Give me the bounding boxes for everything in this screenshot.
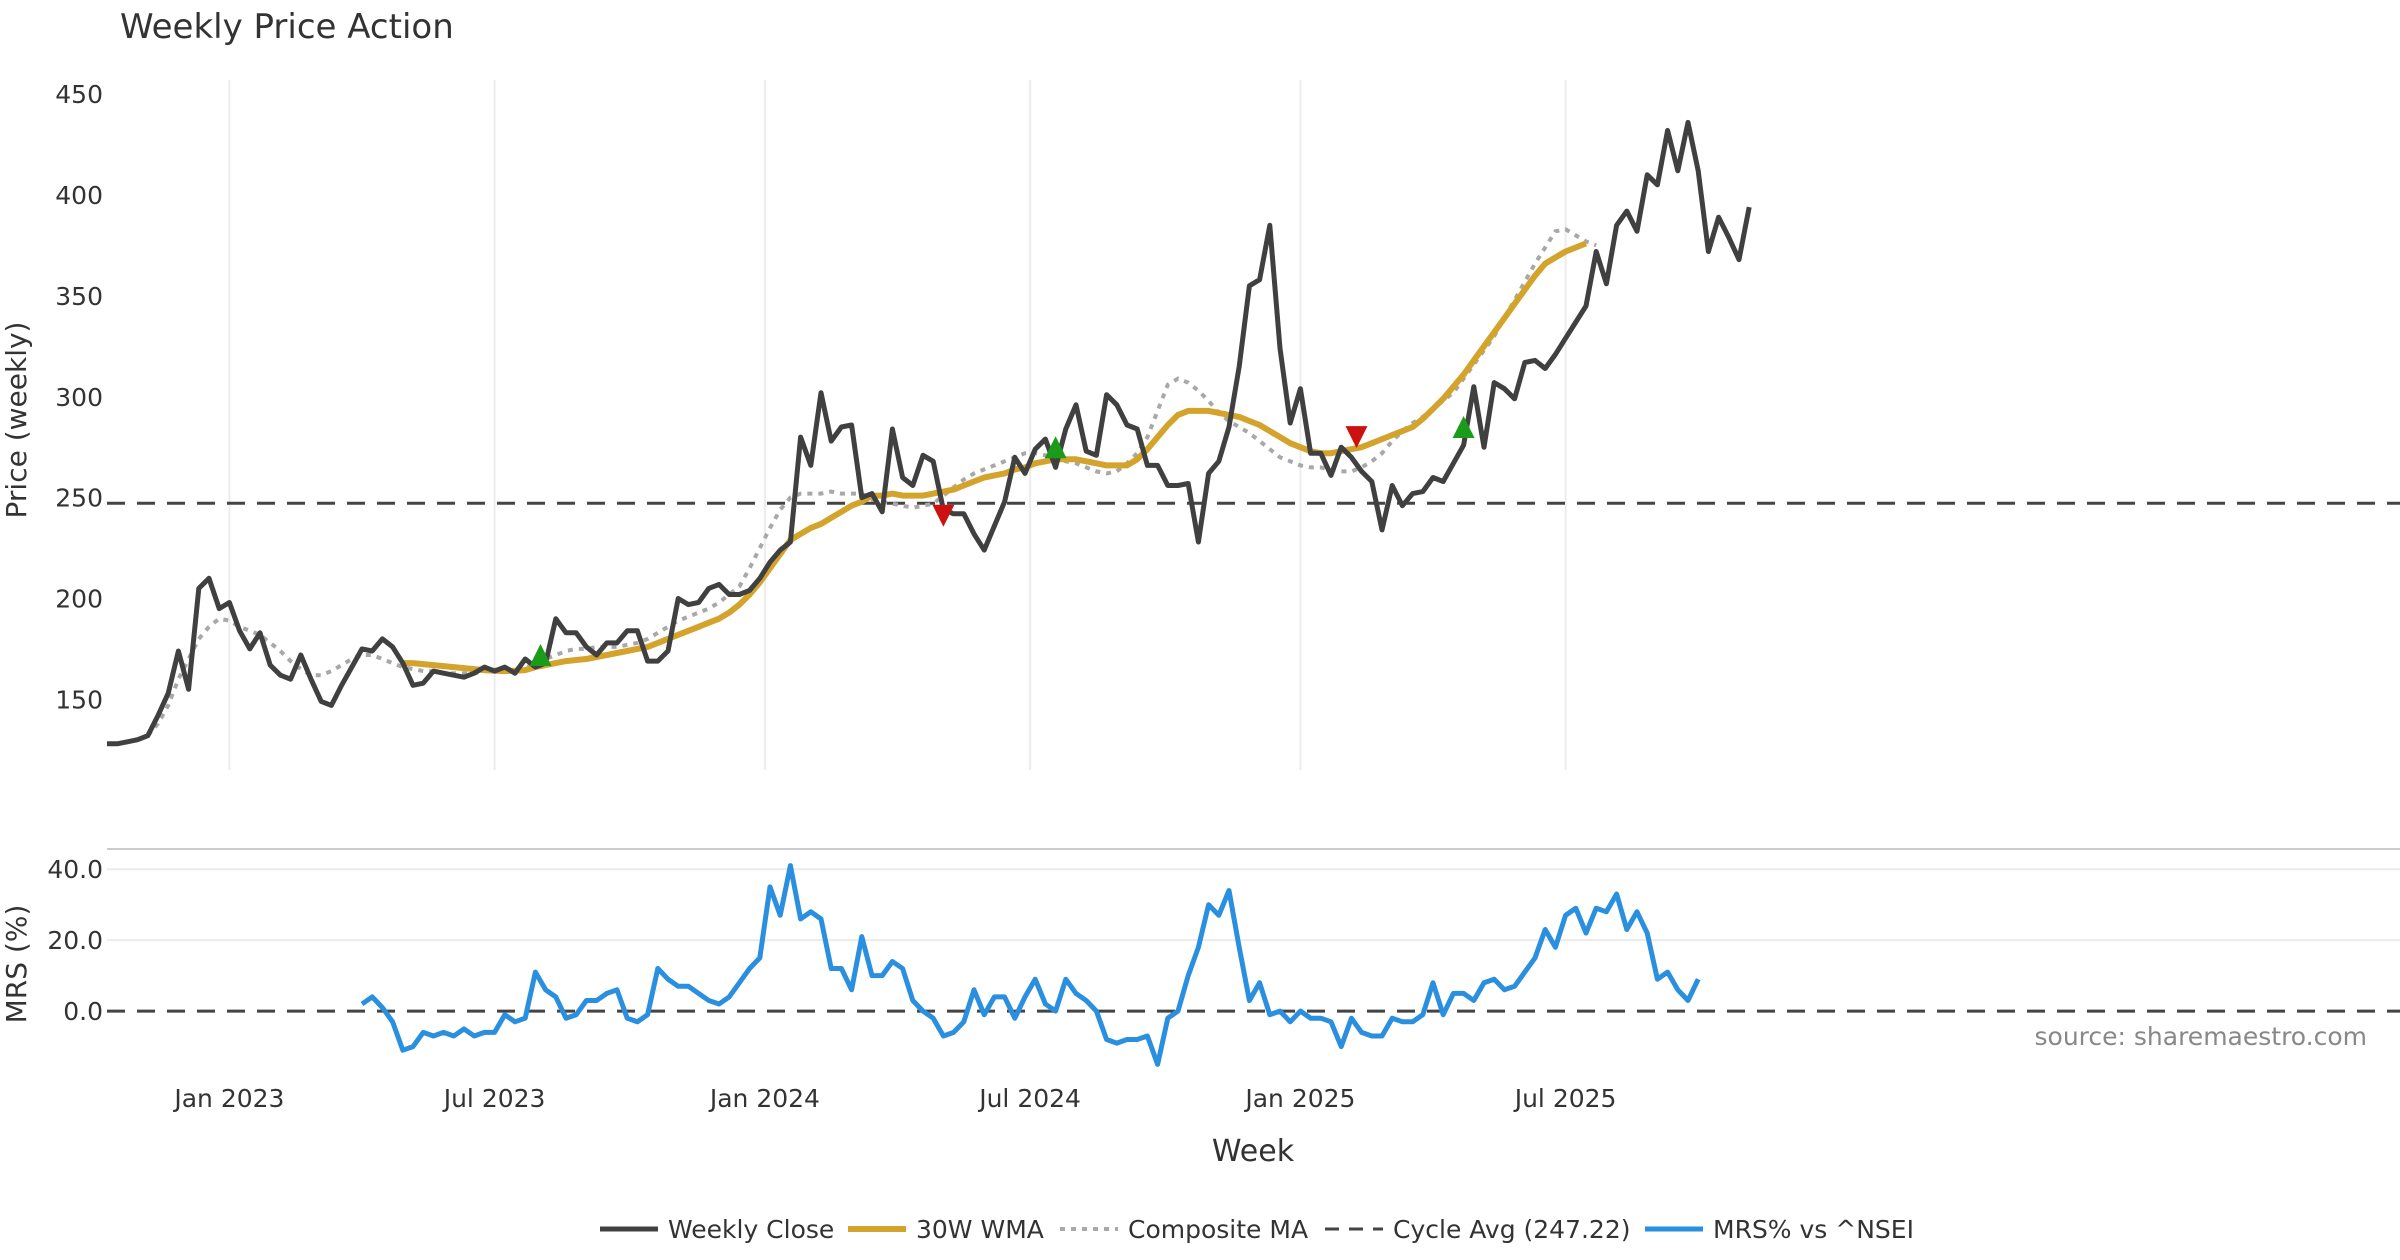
price-y-tick-label: 300 (55, 383, 103, 412)
price-gridlines (228, 80, 1567, 770)
buy-signal-marker (529, 644, 552, 666)
x-tick-label: Jul 2025 (1513, 1084, 1617, 1113)
legend-item-label: Composite MA (1128, 1215, 1308, 1244)
price-y-tick-label: 150 (55, 685, 103, 714)
x-tick-label: Jul 2023 (442, 1084, 546, 1113)
mrs-panel: 0.0 20.0 40.0 MRS (%) source: sharemaestro… (0, 848, 2400, 1067)
price-panel: 150 200 250 300 350 400 450 Price (weekly) (0, 80, 2400, 770)
mrs-line (360, 863, 1701, 1067)
sell-signal-marker (1345, 426, 1368, 449)
price-y-tick-label: 450 (55, 80, 103, 109)
buy-signal-marker (1452, 416, 1475, 439)
price-y-tick-label: 200 (55, 585, 103, 614)
source-note: source: sharemaestro.com (2035, 1022, 2368, 1051)
price-y-tick-label: 350 (55, 282, 103, 311)
mrs-y-tick-label: 0.0 (63, 997, 103, 1026)
price-y-ticks: 150 200 250 300 350 400 450 (55, 80, 103, 714)
composite-ma-line (146, 227, 1597, 737)
x-tick-label: Jul 2024 (977, 1084, 1081, 1113)
legend-item-label: Weekly Close (668, 1215, 834, 1244)
price-y-tick-label: 400 (55, 181, 103, 210)
signal-markers (529, 416, 1475, 666)
sell-signal-marker (932, 504, 955, 527)
legend-item-label: Cycle Avg (247.22) (1393, 1215, 1631, 1244)
buy-signal-marker (1044, 436, 1067, 459)
legend-item-label: MRS% vs ^NSEI (1713, 1215, 1914, 1244)
mrs-y-axis-label: MRS (%) (0, 905, 33, 1024)
mrs-y-tick-label: 20.0 (47, 926, 103, 955)
weekly-close-line (107, 119, 1752, 747)
chart-title: Weekly Price Action (120, 7, 454, 47)
x-axis: Jan 2023 Jul 2023 Jan 2024 Jul 2024 Jan 2025… (172, 1084, 1616, 1113)
mrs-y-ticks: 0.0 20.0 40.0 (47, 855, 103, 1026)
price-y-axis-label: Price (weekly) (0, 322, 33, 519)
x-tick-label: Jan 2024 (708, 1084, 820, 1113)
mrs-y-tick-label: 40.0 (47, 855, 103, 884)
price-y-tick-label: 250 (55, 484, 103, 513)
mrs-gridlines (107, 868, 2400, 942)
x-tick-label: Jan 2023 (172, 1084, 284, 1113)
legend-item-label: 30W WMA (916, 1215, 1044, 1244)
wma-30w-line (402, 240, 1588, 675)
x-tick-label: Jan 2025 (1243, 1084, 1355, 1113)
x-axis-label: Week (1212, 1134, 1295, 1169)
legend: Weekly Close 30W WMA Composite MA Cycle Avg… (600, 1215, 1914, 1244)
